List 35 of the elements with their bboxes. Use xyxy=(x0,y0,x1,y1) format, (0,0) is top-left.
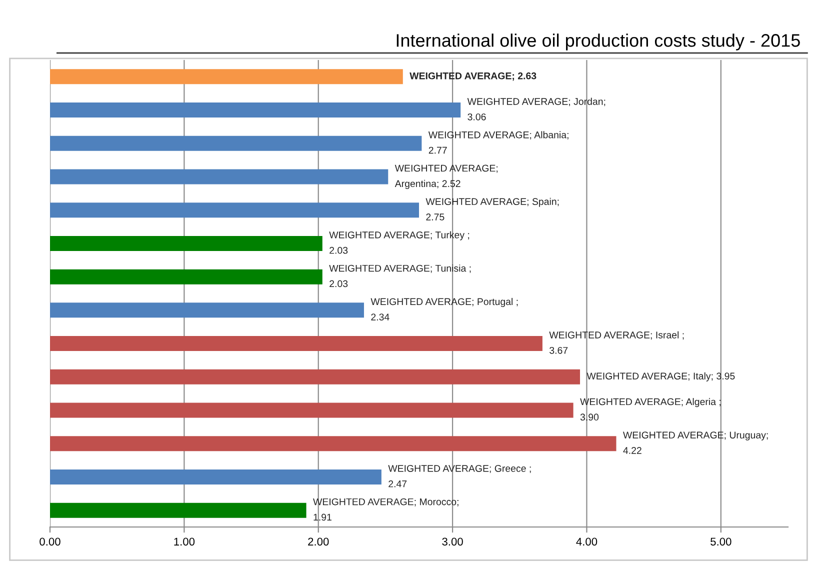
bar xyxy=(50,469,382,484)
data-label: WEIGHTED AVERAGE; Israel ; 3.67 xyxy=(549,331,684,354)
x-tick-label: 1.00 xyxy=(174,538,195,546)
data-label: WEIGHTED AVERAGE; Turkey ; 2.03 xyxy=(329,231,470,254)
bar xyxy=(50,502,306,518)
chart-title: International olive oil production costs study - 2015 xyxy=(396,34,800,50)
bar xyxy=(50,302,364,318)
data-label: WEIGHTED AVERAGE; Portugal ; 2.34 xyxy=(370,298,518,320)
bar xyxy=(50,369,580,384)
bar xyxy=(50,69,403,84)
data-label: WEIGHTED AVERAGE; Spain; 2.75 xyxy=(426,198,559,220)
bar xyxy=(50,202,419,218)
bar xyxy=(50,169,388,184)
data-label: WEIGHTED AVERAGE; Algeria ; 3.90 xyxy=(580,398,721,421)
bar xyxy=(50,336,542,352)
x-tick-label: 0.00 xyxy=(40,538,60,546)
data-label: WEIGHTED AVERAGE; Jordan; 3.06 xyxy=(467,98,606,120)
x-tick-label: 3.00 xyxy=(442,538,463,546)
bar xyxy=(50,102,461,118)
x-tick-label: 4.00 xyxy=(576,538,598,546)
data-label: WEIGHTED AVERAGE; Morocco; 1.91 xyxy=(313,498,458,521)
data-label: WEIGHTED AVERAGE; Albania; 2.77 xyxy=(428,131,568,154)
data-label: WEIGHTED AVERAGE; Tunisia ; 2.03 xyxy=(329,264,471,288)
data-label: WEIGHTED AVERAGE; Argentina; 2.52 xyxy=(394,164,498,189)
data-label: WEIGHTED AVERAGE; Uruguay; 4.22 xyxy=(623,432,768,454)
bar xyxy=(50,436,616,452)
bar xyxy=(50,136,422,151)
bar xyxy=(50,402,574,418)
x-tick-label: 5.00 xyxy=(710,538,732,546)
bar xyxy=(50,236,322,251)
x-tick-label: 2.00 xyxy=(308,538,329,546)
data-label: WEIGHTED AVERAGE; Italy; 3.95 xyxy=(586,372,735,382)
bar xyxy=(50,269,322,284)
data-label: WEIGHTED AVERAGE; 2.63 xyxy=(410,72,536,81)
data-label: WEIGHTED AVERAGE; Greece ; 2.47 xyxy=(388,464,531,488)
